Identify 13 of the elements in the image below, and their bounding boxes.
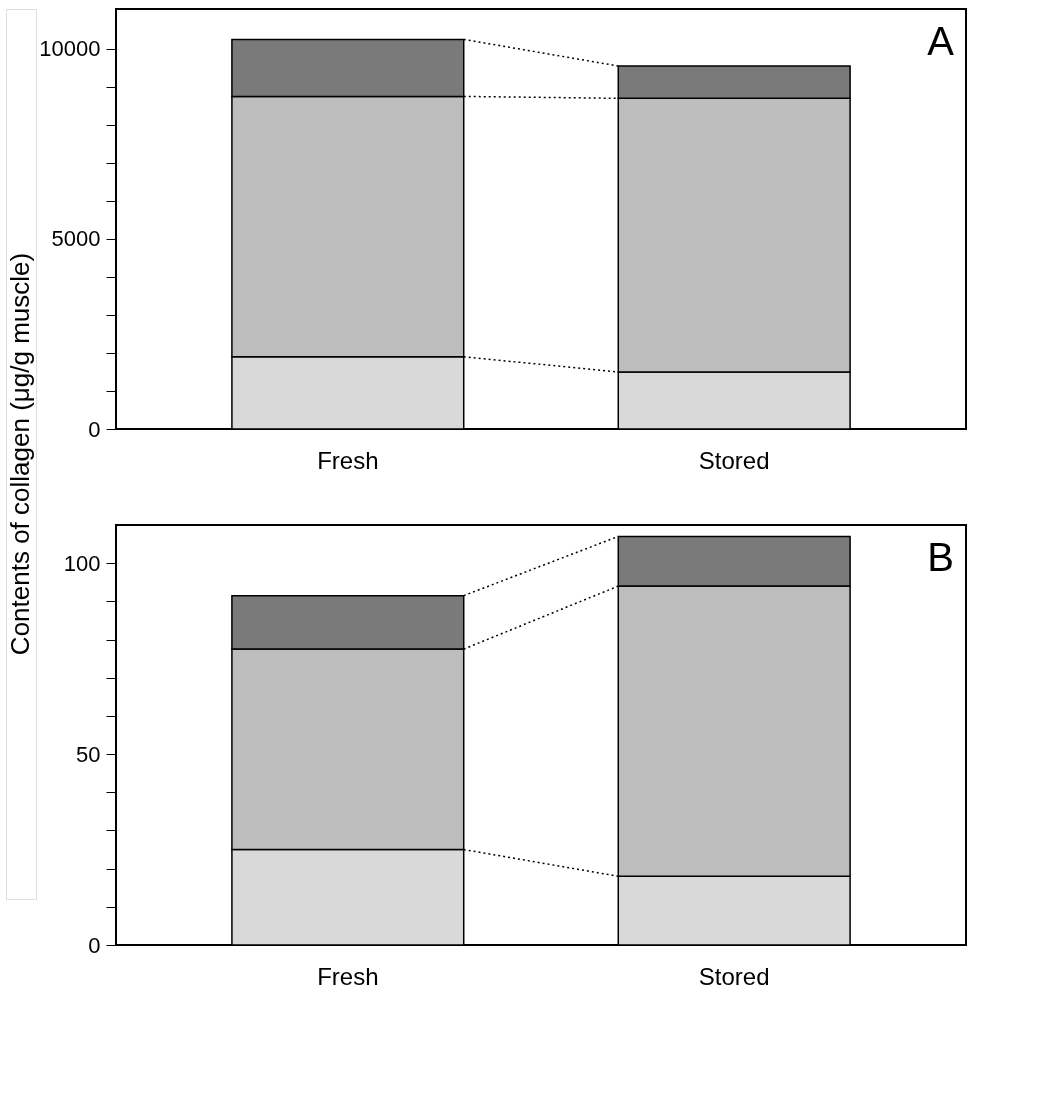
x-tick-label: Stored <box>698 446 770 474</box>
y-axis-title: Contents of collagen (μg/g muscle) <box>5 252 35 656</box>
x-tick-label: Fresh <box>317 962 379 990</box>
x-tick-label: Stored <box>698 962 770 990</box>
annotation: B <box>927 535 954 579</box>
x-tick-label: Fresh <box>317 446 379 474</box>
y-tick-label: 10000 <box>39 36 101 62</box>
y-tick-label: 0 <box>88 416 101 442</box>
y-tick-label: 100 <box>63 550 101 576</box>
y-tick-label: 0 <box>88 932 101 958</box>
annotation: A <box>927 19 955 63</box>
y-tick-label: 5000 <box>51 226 101 252</box>
y-tick-label: 50 <box>76 741 101 767</box>
